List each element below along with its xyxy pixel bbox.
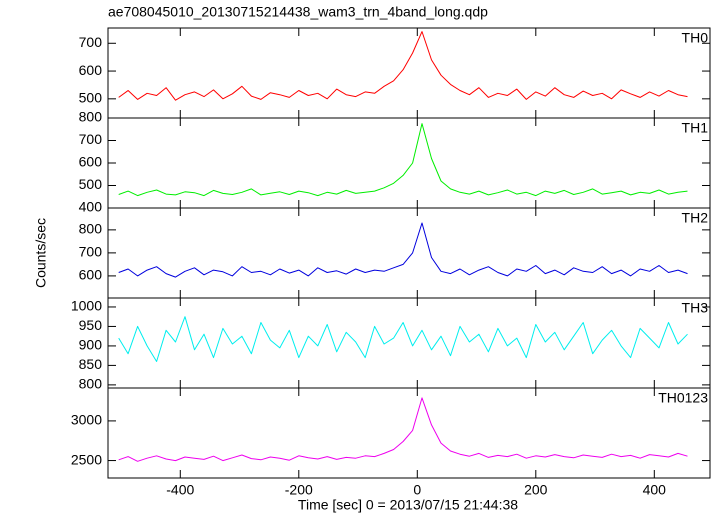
y-tick-label: 800 — [79, 109, 103, 125]
series-line — [118, 316, 688, 362]
y-tick-label: 700 — [79, 34, 103, 50]
y-tick-label: 850 — [79, 356, 103, 372]
chart-title: ae708045010_20130715214438_wam3_trn_4ban… — [108, 4, 488, 20]
panel-label: TH0 — [682, 30, 709, 46]
panel-frame — [107, 387, 711, 479]
y-tick-label: 1000 — [71, 298, 102, 314]
y-tick-label: 3000 — [71, 412, 102, 428]
y-tick-label: 800 — [79, 376, 103, 392]
y-tick-label: 700 — [79, 244, 103, 260]
series-line — [118, 222, 688, 278]
x-tick-label: 400 — [643, 482, 667, 498]
series-line — [118, 31, 688, 101]
y-tick-label: 700 — [79, 131, 103, 147]
y-tick-label: 950 — [79, 317, 103, 333]
y-tick-label: 500 — [79, 176, 103, 192]
x-tick-label: -200 — [285, 482, 313, 498]
y-tick-label: 500 — [79, 90, 103, 106]
series-line — [118, 123, 688, 197]
panel-frame — [107, 117, 711, 209]
y-axis-label: Counts/sec — [33, 218, 49, 288]
y-tick-label: 800 — [79, 221, 103, 237]
x-tick-label: 0 — [413, 482, 421, 498]
panel-label: TH1 — [682, 120, 709, 136]
y-tick-label: 600 — [79, 267, 103, 283]
y-tick-label: 900 — [79, 337, 103, 353]
y-tick-label: 600 — [79, 62, 103, 78]
y-tick-label: 2500 — [71, 451, 102, 467]
panel-frame — [107, 207, 711, 299]
x-tick-label: 200 — [524, 482, 548, 498]
panel-label: TH3 — [682, 300, 709, 316]
panel-label: TH0123 — [658, 390, 708, 406]
y-tick-label: 400 — [79, 199, 103, 215]
x-tick-label: -400 — [166, 482, 194, 498]
y-tick-label: 600 — [79, 154, 103, 170]
x-axis-label: Time [sec] 0 = 2013/07/15 21:44:38 — [298, 497, 518, 513]
panel-label: TH2 — [682, 210, 709, 226]
series-line — [118, 397, 688, 462]
panel-frame — [107, 27, 711, 119]
